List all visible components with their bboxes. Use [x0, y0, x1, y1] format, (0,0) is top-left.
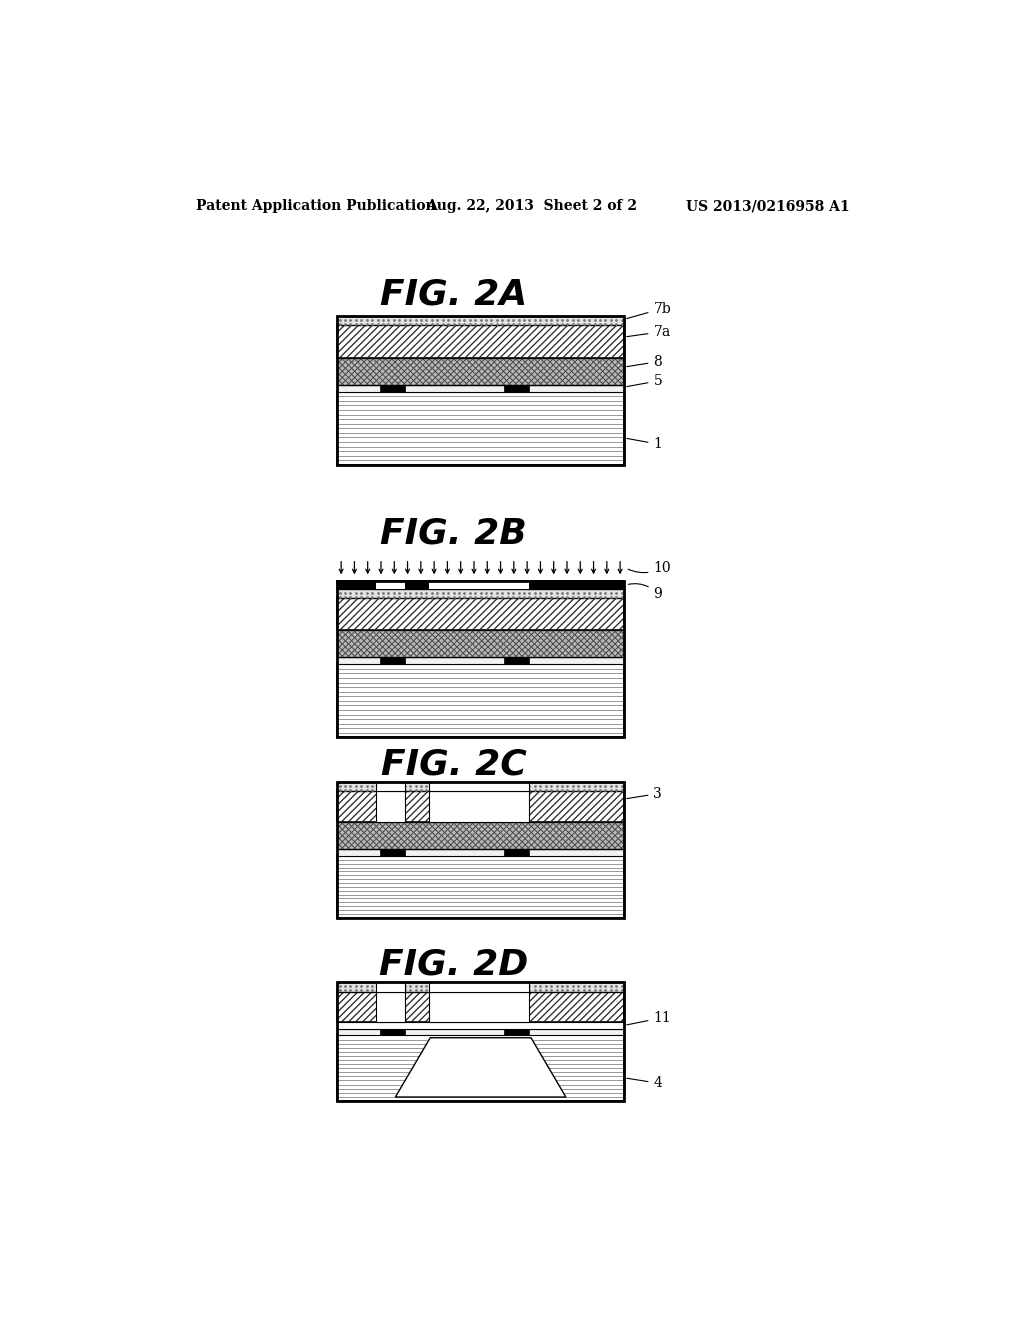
Text: 9: 9	[629, 583, 663, 601]
Bar	[337, 781, 624, 917]
Bar	[337, 589, 624, 598]
Bar	[376, 982, 404, 991]
Text: 8: 8	[627, 355, 663, 368]
Bar	[380, 849, 404, 857]
Bar	[376, 581, 404, 589]
Bar	[404, 581, 429, 589]
Bar	[429, 982, 528, 991]
Bar	[380, 385, 404, 392]
Bar	[337, 581, 624, 589]
Bar	[504, 385, 528, 392]
Bar	[376, 982, 404, 991]
Bar	[429, 792, 528, 822]
Text: Aug. 22, 2013  Sheet 2 of 2: Aug. 22, 2013 Sheet 2 of 2	[426, 199, 637, 213]
Bar	[337, 326, 624, 358]
Bar	[337, 982, 624, 1101]
Bar	[376, 781, 404, 792]
Bar	[376, 781, 404, 792]
Text: 7b: 7b	[627, 301, 671, 318]
Text: 11: 11	[627, 1011, 671, 1024]
Bar	[337, 991, 624, 1022]
Bar	[429, 792, 528, 822]
Text: 5: 5	[627, 374, 663, 388]
Bar	[337, 657, 624, 664]
Text: FIG. 2D: FIG. 2D	[379, 948, 528, 982]
Bar	[376, 991, 404, 1022]
Bar	[337, 822, 624, 849]
Bar	[337, 982, 624, 991]
Bar	[337, 857, 624, 917]
Bar	[429, 581, 528, 589]
Bar	[337, 358, 624, 385]
Bar	[337, 385, 624, 392]
Text: 7a: 7a	[627, 325, 671, 339]
Bar	[504, 1028, 528, 1035]
Bar	[380, 1028, 404, 1035]
Bar	[337, 598, 624, 631]
Text: 4: 4	[627, 1076, 663, 1090]
Text: FIG. 2A: FIG. 2A	[380, 277, 527, 312]
Bar	[429, 982, 528, 991]
Polygon shape	[395, 1038, 566, 1097]
Bar	[376, 792, 404, 822]
Text: Patent Application Publication: Patent Application Publication	[197, 199, 436, 213]
Bar	[337, 317, 624, 326]
Bar	[429, 781, 528, 792]
Bar	[528, 581, 624, 589]
Bar	[337, 392, 624, 465]
Bar	[376, 991, 404, 1022]
Bar	[337, 792, 624, 822]
Bar	[337, 1028, 624, 1035]
Bar	[337, 664, 624, 738]
Bar	[504, 849, 528, 857]
Bar	[337, 781, 624, 792]
Bar	[376, 792, 404, 822]
Text: 3: 3	[627, 787, 663, 801]
Text: US 2013/0216958 A1: US 2013/0216958 A1	[686, 199, 850, 213]
Bar	[337, 631, 624, 657]
Bar	[337, 317, 624, 465]
Text: 10: 10	[628, 561, 671, 576]
Bar	[337, 1022, 624, 1028]
Bar	[337, 581, 624, 738]
Bar	[337, 849, 624, 857]
Bar	[429, 991, 528, 1022]
Bar	[337, 581, 376, 589]
Text: FIG. 2C: FIG. 2C	[381, 747, 526, 781]
Bar	[429, 781, 528, 792]
Bar	[429, 991, 528, 1022]
Bar	[504, 657, 528, 664]
Text: 1: 1	[627, 437, 663, 451]
Bar	[337, 1035, 624, 1101]
Bar	[380, 657, 404, 664]
Text: FIG. 2B: FIG. 2B	[380, 516, 527, 550]
